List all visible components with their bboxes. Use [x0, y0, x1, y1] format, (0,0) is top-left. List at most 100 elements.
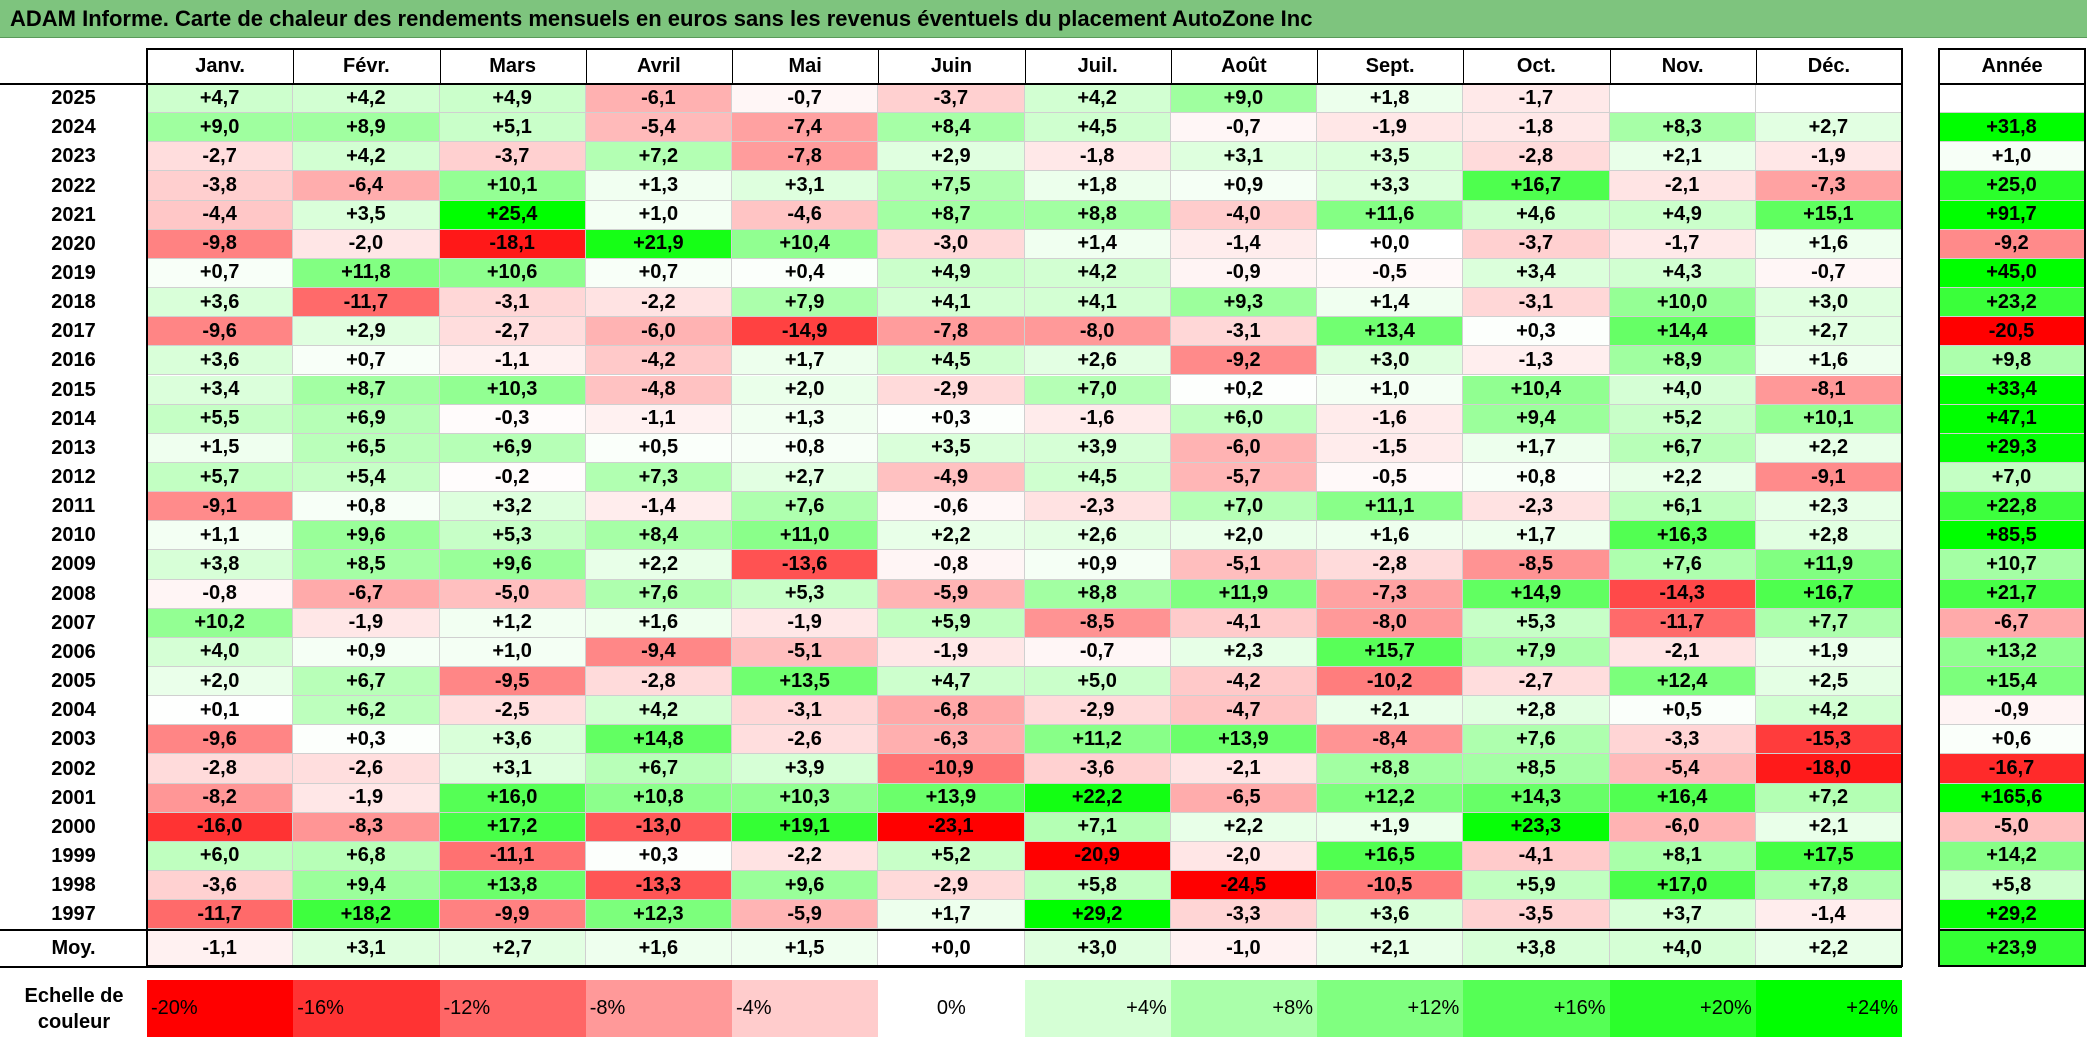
header-column-divider [732, 49, 733, 84]
year-label: 2006 [51, 640, 96, 663]
month-value-cell: +8,4 [878, 113, 1025, 143]
month-value-cell: -11,7 [1609, 608, 1756, 638]
month-value-cell: -1,9 [293, 783, 440, 813]
month-value-cell: -1,8 [1463, 113, 1610, 143]
header-column-divider [878, 49, 880, 84]
month-value-cell: +2,8 [1463, 696, 1610, 726]
month-value-cell: +4,2 [1024, 258, 1171, 289]
month-value-cell: -8,1 [1755, 375, 1902, 405]
month-value-cell: -7,3 [1317, 579, 1464, 609]
month-value-cell: +1,6 [1317, 521, 1464, 551]
color-scale-stop: -16% [293, 980, 440, 1037]
color-scale-label: Echelle de couleur [0, 980, 148, 1037]
average-divider-annual [1938, 929, 2086, 932]
average-value-cell: +1,6 [585, 931, 732, 967]
annual-value-cell: +15,4 [1939, 667, 2085, 697]
color-scale-stop: -12% [439, 980, 586, 1037]
month-value-cell: +1,4 [1317, 288, 1464, 318]
month-value-cell: +13,4 [1317, 317, 1464, 347]
month-value-cell: +14,3 [1463, 783, 1610, 813]
month-value-cell: +11,2 [1024, 725, 1171, 755]
month-value-cell: +12,3 [585, 900, 732, 930]
month-value-cell: +6,7 [585, 754, 732, 784]
month-value-cell: -2,8 [147, 754, 294, 784]
month-value-cell: -4,2 [1170, 667, 1317, 697]
average-value-cell: +3,1 [293, 931, 440, 967]
month-value-cell: +0,3 [878, 404, 1025, 434]
month-value-cell: +3,3 [1317, 171, 1464, 201]
month-value-cell: +0,7 [147, 258, 294, 289]
month-value-cell: +2,0 [732, 375, 879, 405]
month-value-cell: +3,1 [1170, 142, 1317, 172]
month-value-cell: -11,7 [147, 900, 294, 930]
month-value-cell: -9,1 [147, 492, 294, 522]
month-value-cell: +4,2 [1024, 84, 1171, 114]
month-value-cell: +0,2 [1170, 375, 1317, 405]
month-value-cell: +8,1 [1609, 841, 1756, 872]
month-value-cell: +4,3 [1609, 258, 1756, 289]
year-label: 1997 [51, 903, 96, 926]
month-value-cell: -7,8 [732, 142, 879, 172]
month-value-cell: +1,6 [585, 608, 732, 638]
month-value-cell: +5,4 [293, 462, 440, 493]
month-value-cell: +2,3 [1170, 637, 1317, 667]
month-value-cell: -2,0 [293, 229, 440, 259]
month-value-cell: -3,7 [878, 84, 1025, 114]
color-scale-stop: +20% [1609, 980, 1756, 1037]
month-value-cell: +12,2 [1317, 783, 1464, 813]
month-value-cell: -13,3 [585, 871, 732, 901]
month-value-cell: +10,3 [732, 783, 879, 813]
month-value-cell: +8,7 [878, 200, 1025, 230]
month-value-cell: -5,1 [732, 637, 879, 667]
month-value-cell: -5,9 [732, 900, 879, 930]
month-value-cell: +8,8 [1024, 579, 1171, 609]
month-header: Juil. [1024, 49, 1171, 84]
year-label: 2009 [51, 553, 96, 576]
month-value-cell: +10,4 [1463, 375, 1610, 405]
year-label: 2015 [51, 378, 96, 401]
month-value-cell: -1,8 [1024, 142, 1171, 172]
month-value-cell: -9,8 [147, 229, 294, 259]
month-value-cell: -18,0 [1755, 754, 1902, 784]
average-divider [0, 929, 1902, 932]
month-value-cell: -1,4 [1170, 229, 1317, 259]
month-value-cell: -2,7 [1463, 667, 1610, 697]
month-value-cell: -4,4 [147, 200, 294, 230]
annual-value-cell: +10,7 [1939, 550, 2085, 580]
month-value-cell: -1,7 [1609, 229, 1756, 259]
month-value-cell: -5,1 [1170, 550, 1317, 580]
month-value-cell: -10,2 [1317, 667, 1464, 697]
month-value-cell: -8,0 [1024, 317, 1171, 347]
month-value-cell: +16,7 [1463, 171, 1610, 201]
average-value-cell: +1,5 [732, 931, 879, 967]
month-value-cell: +1,4 [1024, 229, 1171, 259]
month-value-cell: +8,9 [293, 113, 440, 143]
year-label: 2024 [51, 116, 96, 139]
month-value-cell: +0,4 [732, 258, 879, 289]
month-value-cell: -2,8 [1463, 142, 1610, 172]
title-bar: ADAM Informe. Carte de chaleur des rende… [0, 0, 2087, 38]
month-value-cell: -20,9 [1024, 841, 1171, 872]
year-label: 2010 [51, 524, 96, 547]
month-value-cell: -2,1 [1609, 171, 1756, 201]
month-value-cell: +13,5 [732, 667, 879, 697]
header-column-divider [439, 49, 441, 84]
average-value-cell: +0,0 [878, 931, 1025, 967]
month-value-cell: +4,2 [293, 84, 440, 114]
month-value-cell: -7,8 [878, 317, 1025, 347]
month-value-cell: +1,0 [1317, 375, 1464, 405]
month-value-cell: +0,9 [1024, 550, 1171, 580]
month-value-cell: -1,7 [1463, 84, 1610, 114]
month-value-cell: +1,7 [1463, 521, 1610, 551]
month-value-cell: -3,1 [1170, 317, 1317, 347]
month-value-cell: -1,9 [878, 637, 1025, 667]
month-value-cell: -3,7 [439, 142, 586, 172]
month-value-cell: +8,3 [1609, 113, 1756, 143]
month-value-cell: -8,5 [1463, 550, 1610, 580]
month-value-cell: +22,2 [1024, 783, 1171, 813]
month-value-cell: +1,7 [732, 346, 879, 376]
month-value-cell: +14,4 [1609, 317, 1756, 347]
month-value-cell: +6,8 [293, 841, 440, 872]
month-value-cell: -2,2 [585, 288, 732, 318]
color-scale-stop: -20% [147, 980, 294, 1037]
